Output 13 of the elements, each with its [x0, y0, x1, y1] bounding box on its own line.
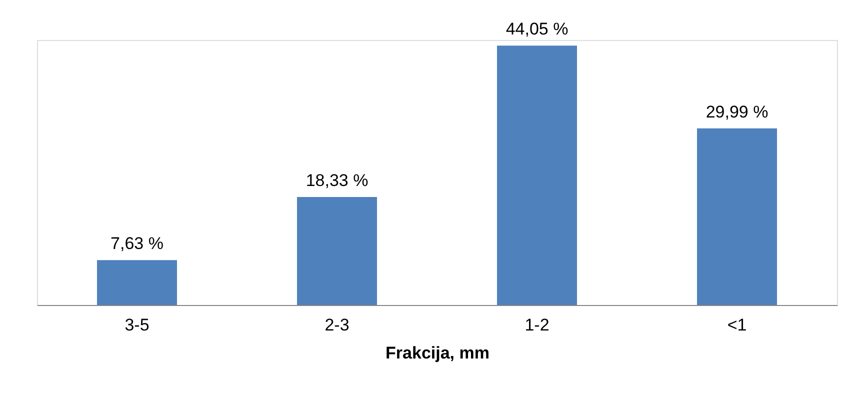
data-label: 29,99 % — [706, 102, 768, 122]
bar — [97, 260, 177, 305]
x-tick-label: 3-5 — [124, 316, 150, 334]
x-axis-title: Frakcija, mm — [386, 344, 490, 362]
data-label: 7,63 % — [110, 234, 164, 254]
data-label: 44,05 % — [506, 20, 568, 39]
x-tick-label: 1-2 — [524, 316, 550, 334]
data-label: 18,33 % — [306, 171, 368, 190]
x-tick-label: 2-3 — [324, 316, 350, 334]
bar — [697, 128, 777, 305]
bar — [497, 46, 577, 305]
bar — [297, 197, 377, 305]
x-tick-label: <1 — [727, 316, 747, 334]
